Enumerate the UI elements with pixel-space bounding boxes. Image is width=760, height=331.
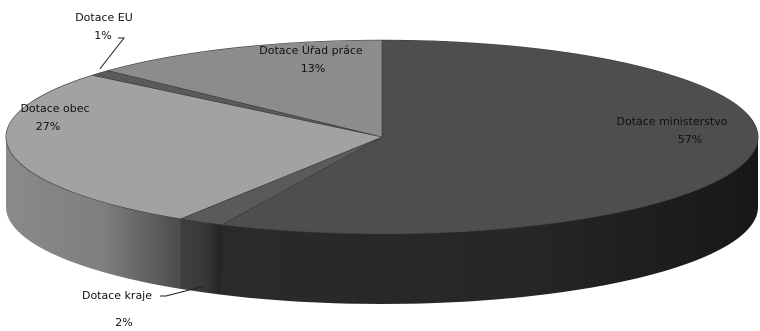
slice-label-eu: Dotace EU [75, 11, 133, 24]
slice-value-kraje: 2% [115, 316, 132, 329]
slice-label-obec: Dotace obec [20, 102, 89, 115]
slice-side-shade-kraje [180, 218, 222, 295]
slice-value-ministerstvo: 57% [678, 133, 702, 146]
pie-tops [5, 39, 759, 235]
leader-line-kraje [160, 285, 205, 297]
slice-side-shade-ministerstvo [221, 137, 758, 305]
slice-value-urad-prace: 13% [301, 62, 325, 75]
slice-label-kraje: Dotace kraje [82, 289, 152, 302]
slice-value-eu: 1% [94, 29, 111, 42]
slice-label-urad-prace: Dotace Úřad práce [259, 44, 363, 57]
leader-line-eu [99, 37, 126, 70]
leader-lines [99, 37, 205, 297]
slice-top-urad-prace [106, 39, 383, 138]
slice-top-ministerstvo [220, 39, 759, 235]
slice-side-shade-obec [5, 137, 181, 289]
slice-label-ministerstvo: Dotace ministerstvo [617, 115, 728, 128]
slice-top-obec [5, 74, 384, 220]
slice-value-obec: 27% [36, 120, 60, 133]
